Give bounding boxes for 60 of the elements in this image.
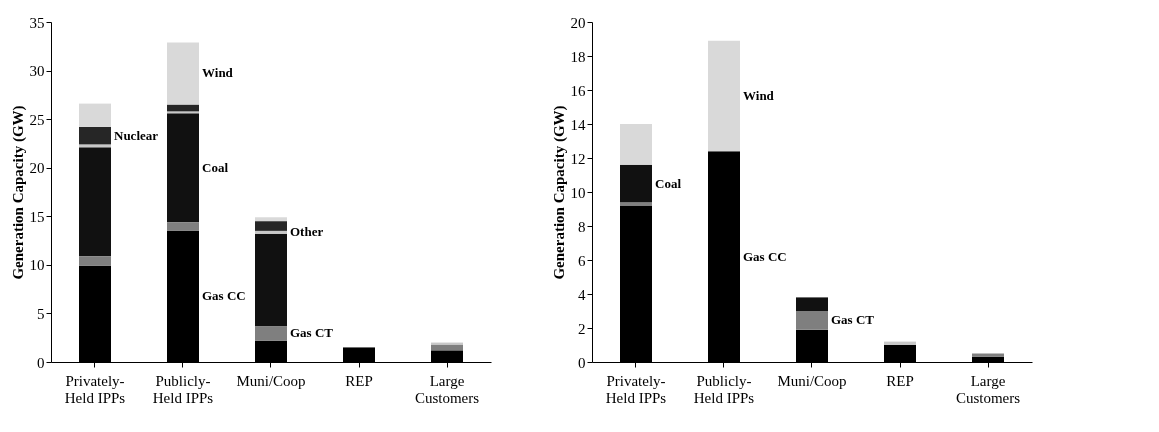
bar: [796, 311, 828, 330]
bar: [167, 222, 199, 231]
series-label: Gas CC: [743, 248, 787, 264]
bar: [255, 217, 287, 222]
y-tick-label: 12: [570, 150, 586, 167]
y-tick-label: 0: [578, 354, 586, 371]
bar: [167, 42, 199, 105]
series-label: Nuclear: [114, 127, 159, 143]
y-tick-label: 0: [37, 354, 45, 371]
series-label: Wind: [743, 87, 775, 103]
x-tick-label: Muni/Coop: [236, 372, 306, 389]
bar: [79, 126, 111, 145]
bar: [79, 103, 111, 127]
y-tick-label: 35: [29, 14, 45, 31]
bar: [255, 221, 287, 231]
y-tick-label: 6: [578, 252, 586, 269]
y-tick-label: 14: [570, 116, 586, 133]
series-label: Gas CC: [202, 288, 246, 304]
x-tick-label: REP: [345, 372, 373, 389]
series-label: Gas CT: [831, 312, 875, 328]
series-label: Wind: [202, 65, 234, 81]
y-tick-label: 15: [29, 208, 45, 225]
y-axis-title: Generation Capacity (GW): [9, 105, 27, 280]
series-label: Other: [290, 224, 324, 240]
bar: [620, 202, 652, 206]
bar: [796, 297, 828, 311]
series-label: Coal: [655, 175, 682, 191]
bar: [620, 124, 652, 165]
bar: [79, 256, 111, 266]
x-tick-label: Publicly- Held IPPs: [693, 372, 755, 406]
bar: [620, 164, 652, 203]
x-tick-label: Large Customers: [955, 372, 1021, 406]
y-axis-title: Generation Capacity (GW): [550, 105, 568, 280]
y-tick-label: 30: [29, 63, 45, 80]
series-label: Coal: [202, 159, 229, 175]
y-tick-label: 25: [29, 111, 45, 128]
y-tick-label: 20: [570, 14, 586, 31]
x-tick-label: Muni/Coop: [777, 372, 847, 389]
x-tick-label: REP: [886, 372, 914, 389]
bar: [167, 113, 199, 223]
y-tick-label: 10: [29, 257, 45, 274]
bar: [255, 233, 287, 327]
x-tick-label: Privately- Held IPPs: [605, 372, 667, 406]
y-tick-label: 4: [578, 286, 586, 303]
y-tick-label: 20: [29, 160, 45, 177]
y-tick-label: 8: [578, 218, 586, 235]
x-tick-label: Publicly- Held IPPs: [152, 372, 214, 406]
x-tick-label: Privately- Held IPPs: [64, 372, 126, 406]
y-tick-label: 5: [37, 305, 45, 322]
x-tick-label: Large Customers: [414, 372, 480, 406]
y-tick-label: 18: [570, 48, 586, 65]
bar: [708, 40, 740, 152]
bar: [255, 326, 287, 341]
y-tick-label: 10: [570, 184, 586, 201]
bar: [79, 144, 111, 148]
y-tick-label: 2: [578, 320, 586, 337]
series-label: Gas CT: [290, 325, 334, 341]
y-tick-label: 16: [570, 82, 586, 99]
bar: [255, 230, 287, 234]
bar: [79, 147, 111, 257]
